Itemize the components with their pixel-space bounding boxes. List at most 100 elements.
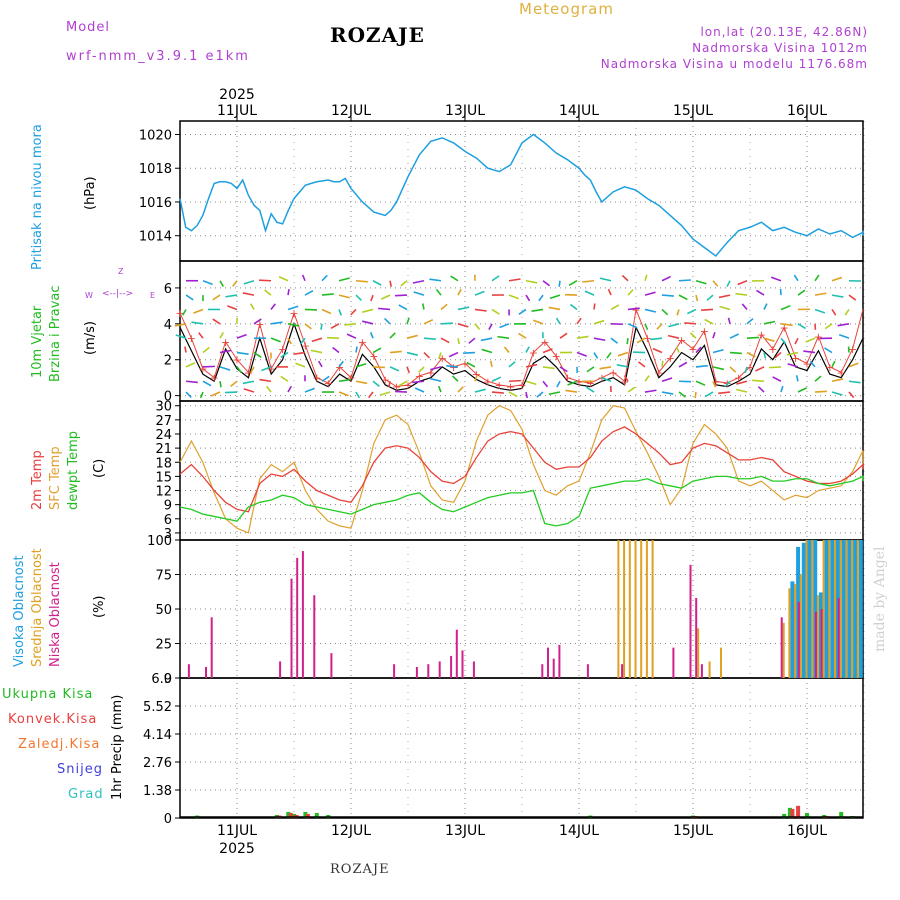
wind-arrow	[586, 366, 595, 373]
wind-arrow	[406, 351, 418, 356]
wind-arrow	[726, 280, 731, 287]
y-tick-label: 2.76	[143, 756, 172, 771]
wind-arrow	[435, 289, 442, 296]
wind-arrow	[350, 308, 357, 316]
wind-arrow	[763, 352, 767, 359]
wind-arrow	[327, 336, 340, 339]
cloud-bar	[834, 540, 836, 678]
wind-arrow	[593, 352, 599, 359]
cloud-bar	[801, 542, 806, 678]
wind-gust-marker: +	[324, 377, 333, 390]
wind-arrow	[675, 346, 680, 353]
x-tick-label-bottom: 15JUL	[673, 823, 713, 839]
wind-arrow	[202, 279, 213, 286]
wind-arrow	[793, 274, 799, 282]
cloud-bar	[805, 540, 808, 678]
cloud-bar	[547, 647, 549, 678]
precip-bar	[790, 808, 795, 818]
wind-arrow	[412, 279, 425, 284]
wind-arrow	[567, 380, 578, 386]
wind-arrow	[735, 388, 748, 393]
wind-gust-marker: +	[552, 350, 561, 363]
wind-arrow	[848, 362, 859, 368]
precip-legend-snow: Snijeg	[57, 762, 103, 777]
wind-arrow	[338, 378, 351, 383]
wind-gust-marker: +	[631, 303, 640, 316]
wind-gust-marker: +	[677, 334, 686, 347]
x-tick-label-top: 15JUL	[673, 103, 713, 119]
wind-arrow	[525, 363, 538, 368]
wind-gust-marker: +	[415, 370, 424, 383]
wind-arrow	[701, 308, 714, 311]
wind-gust-marker: +	[244, 366, 253, 379]
wind-arrow	[481, 348, 493, 354]
wind-arrow	[582, 279, 595, 283]
wind-arrow	[185, 391, 192, 398]
wind-arrow	[430, 377, 442, 383]
x-tick-label-top: 13JUL	[445, 103, 485, 119]
wind-arrow	[497, 335, 510, 339]
precip-bar	[286, 811, 291, 818]
station-title: ROZAJE	[330, 23, 425, 47]
wind-arrow	[287, 288, 290, 296]
cloud-bar	[816, 595, 819, 678]
wind-arrow	[378, 307, 391, 311]
wind-arrow	[450, 275, 459, 282]
wind-arrow	[198, 332, 204, 339]
cloud-bar	[695, 597, 698, 678]
wind-arrow	[451, 375, 459, 382]
wind-arrow	[636, 337, 646, 344]
x-tick-label-bottom: 11JUL	[217, 823, 257, 839]
wind-arrow	[369, 331, 374, 339]
wind-arrow	[193, 308, 204, 314]
wind-arrow	[831, 294, 844, 298]
wind-arrow	[332, 346, 340, 354]
wind-arrow	[370, 294, 374, 302]
cloud-bar	[330, 653, 333, 678]
wind-gust-marker: +	[358, 336, 367, 349]
wind-arrow	[202, 365, 215, 368]
wind-arrow	[212, 318, 221, 325]
wind-arrow	[518, 308, 527, 315]
precip-legend-conv: Konvek.Kisa	[8, 712, 98, 727]
wind-arrow	[463, 351, 476, 354]
wind-arrow	[756, 289, 765, 296]
wind-arrow	[678, 361, 688, 368]
wind-arrow	[831, 309, 837, 316]
x-tick-label-bottom: 14JUL	[559, 823, 599, 839]
wind-arrow	[542, 280, 551, 287]
wind-arrow	[287, 337, 293, 345]
cloud-bar	[640, 540, 643, 678]
cloud-bar	[313, 595, 316, 678]
x-tick-label-bottom: 12JUL	[331, 823, 371, 839]
wind-arrow	[421, 303, 425, 310]
y-tick-label: 15	[155, 470, 172, 485]
wind-gust-marker: +	[346, 372, 355, 385]
wind-arrow	[737, 280, 748, 286]
wind-arrow	[586, 386, 595, 393]
legend-dirs: <--|-->	[102, 289, 133, 299]
precip-bar	[787, 807, 792, 818]
wind-gust-marker: +	[289, 307, 298, 320]
wind-arrow	[379, 391, 391, 396]
precip-bar	[782, 813, 787, 818]
wind-arrow	[295, 362, 306, 368]
cloud-bar	[822, 540, 825, 678]
wind-arrow	[181, 309, 187, 316]
wind-arrow	[184, 346, 187, 353]
wind-arrow	[448, 351, 459, 358]
wind-arrow	[623, 375, 629, 382]
dewpoint-line	[179, 475, 864, 527]
wind-arrow	[678, 294, 688, 301]
y-tick-label: 4	[164, 318, 172, 333]
cloud-bar	[856, 540, 859, 678]
wind-arrow	[549, 294, 561, 300]
wind-arrow	[644, 323, 649, 331]
wind-arrow	[230, 380, 238, 387]
wind-gust-marker: +	[381, 373, 390, 386]
wind-arrow	[270, 321, 283, 325]
y-tick-label: 1018	[139, 162, 172, 177]
wind-arrow	[355, 279, 368, 283]
wind-arrow	[317, 360, 323, 368]
